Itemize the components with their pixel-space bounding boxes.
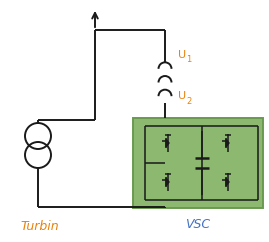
Polygon shape — [226, 178, 229, 186]
Text: U: U — [178, 91, 186, 101]
Polygon shape — [166, 139, 169, 147]
Polygon shape — [166, 178, 169, 186]
Bar — [133, 118, 263, 208]
Text: 1: 1 — [186, 55, 191, 65]
Text: 2: 2 — [186, 97, 191, 106]
Text: Turbin: Turbin — [21, 220, 59, 233]
Text: U: U — [178, 50, 186, 60]
Polygon shape — [226, 139, 229, 147]
Text: VSC: VSC — [185, 218, 211, 231]
